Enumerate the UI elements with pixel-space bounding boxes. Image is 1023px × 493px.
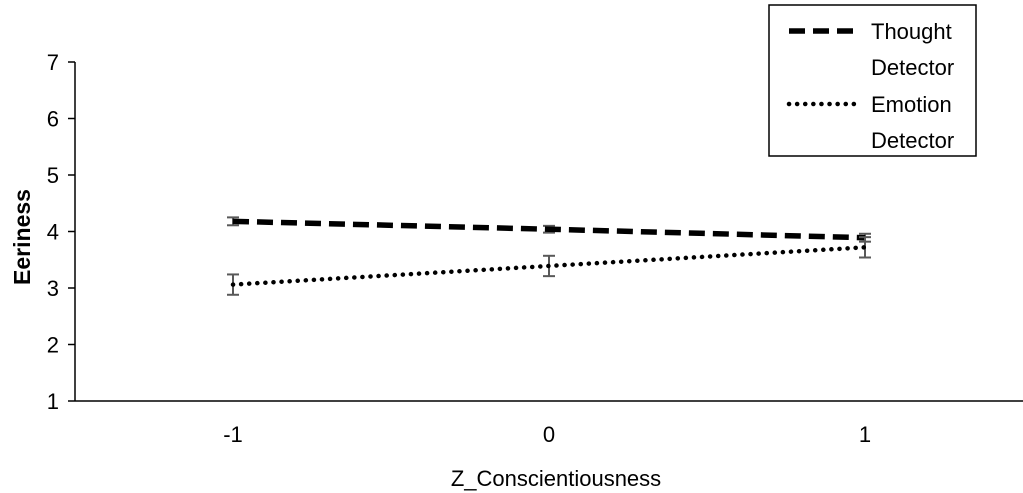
legend-label: Emotion	[871, 92, 952, 117]
x-tick-label: -1	[223, 422, 243, 447]
y-axis-title: Eeriness	[9, 189, 35, 285]
x-axis: -1 0 1	[75, 400, 1023, 447]
series-line-dashed	[232, 218, 866, 241]
legend-label: Thought	[871, 19, 952, 44]
y-tick-label: 1	[47, 389, 59, 414]
plot-area	[227, 216, 871, 296]
y-tick-label: 2	[47, 333, 59, 358]
x-tick-label: 0	[543, 422, 555, 447]
y-tick-label: 5	[47, 163, 59, 188]
x-tick-label: 1	[859, 422, 871, 447]
y-tick-label: 3	[47, 276, 59, 301]
y-tick-label: 7	[47, 50, 59, 75]
legend-label: Detector	[871, 128, 954, 153]
legend: Thought Detector Emotion Detector	[768, 4, 977, 157]
y-tick-label: 4	[47, 220, 59, 245]
legend-label: Detector	[871, 55, 954, 80]
y-axis: 1 2 3 4 5 6 7	[47, 50, 76, 414]
y-tick-label: 6	[47, 107, 59, 132]
x-axis-title: Z_Conscientiousness	[451, 466, 661, 491]
